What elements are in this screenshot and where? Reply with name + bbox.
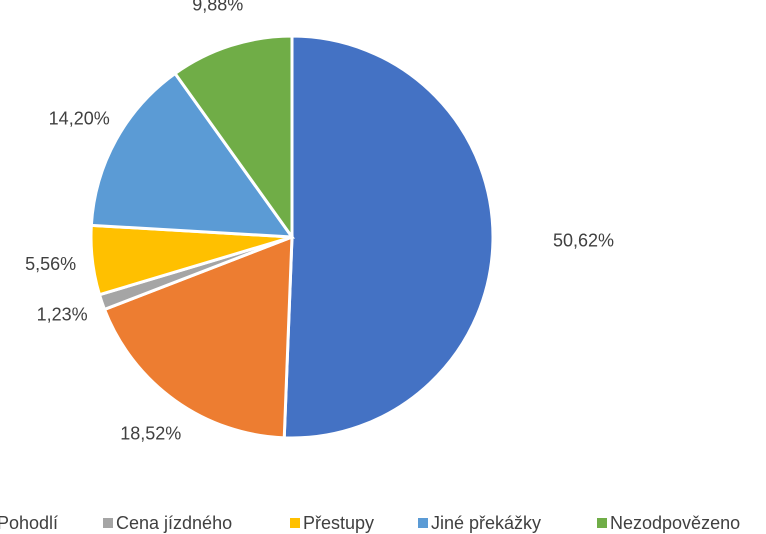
legend-label: Jiné překážky (431, 513, 541, 533)
data-label: 9,88% (192, 0, 243, 14)
legend-marker (103, 518, 113, 528)
pie-slice (102, 234, 294, 440)
pie-slice (282, 34, 495, 440)
legend-marker (290, 518, 300, 528)
legend-label: Přestupy (303, 513, 374, 533)
data-label: 14,20% (49, 108, 110, 128)
legend-label: Nezodpovězeno (610, 513, 740, 533)
legend-marker (597, 518, 607, 528)
data-label: 18,52% (120, 423, 181, 443)
pie-slice (173, 34, 294, 242)
legend-label: Pohodlí (0, 513, 58, 533)
legend-label: Cena jízdného (116, 513, 232, 533)
data-label: 5,56% (25, 254, 76, 274)
data-label: 50,62% (553, 230, 614, 250)
legend-marker (418, 518, 428, 528)
data-label: 1,23% (37, 304, 88, 324)
pie-slice (89, 71, 296, 239)
